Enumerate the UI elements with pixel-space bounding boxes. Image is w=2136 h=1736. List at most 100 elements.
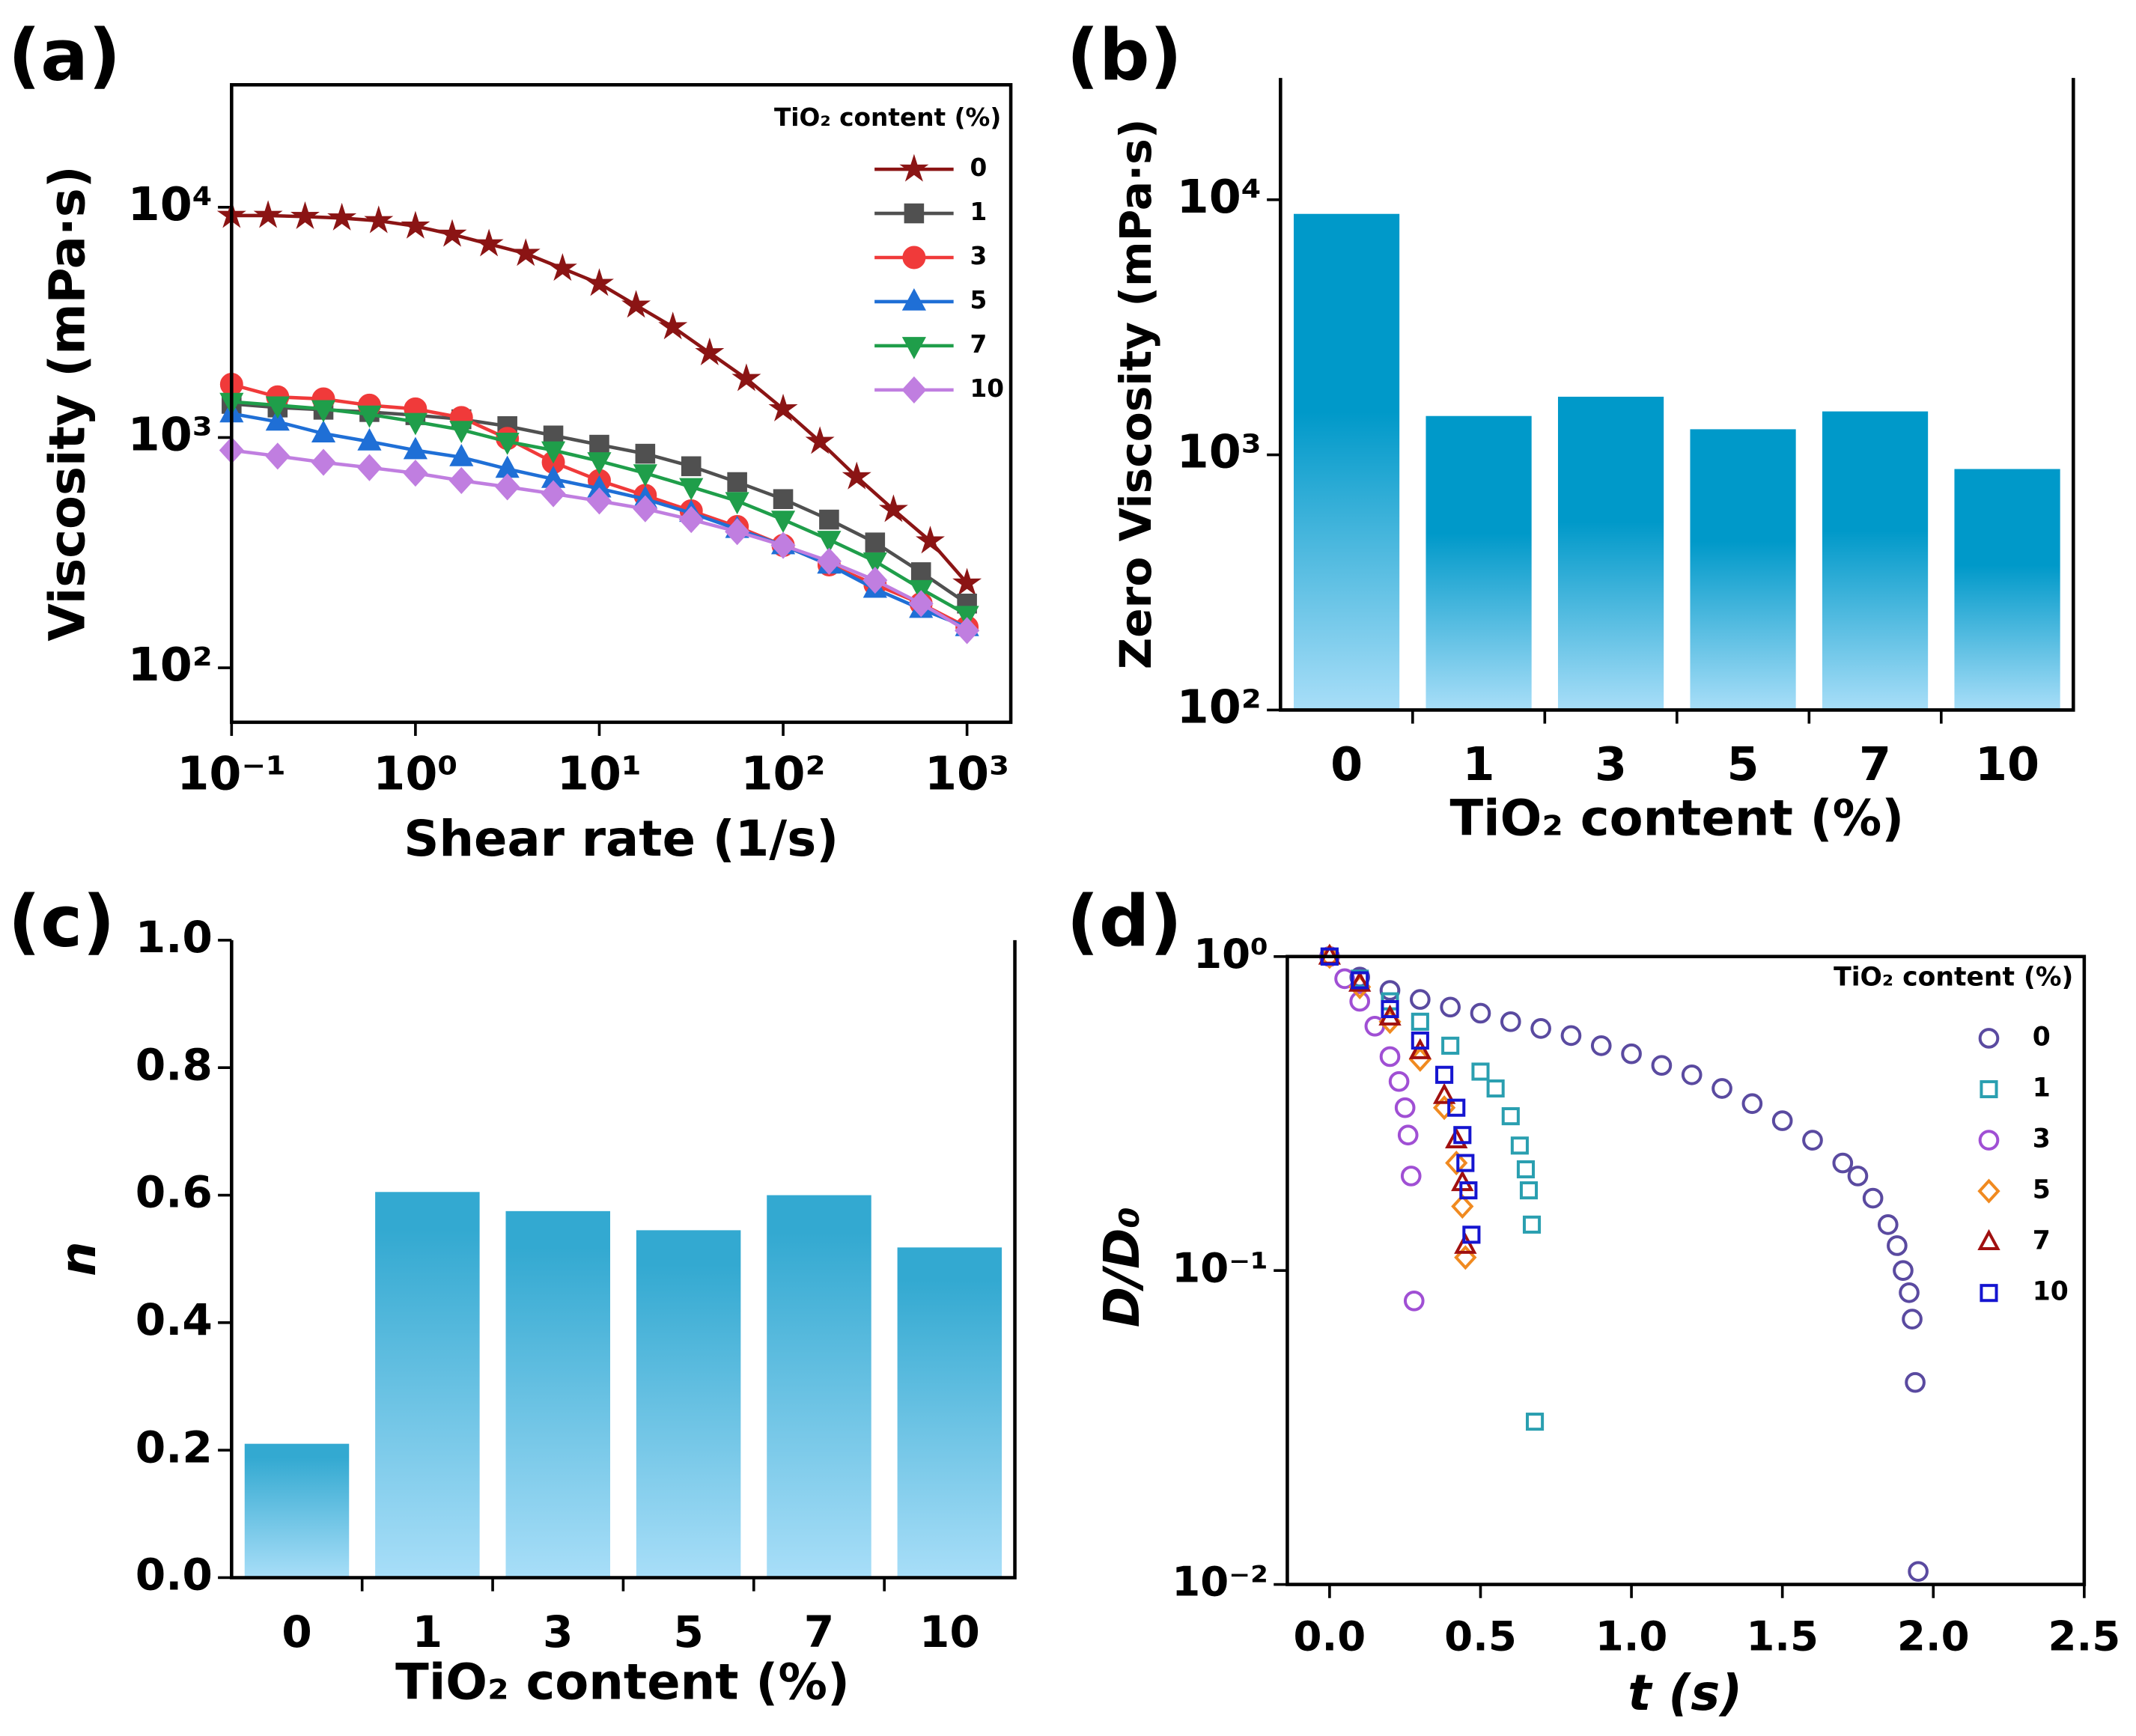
marker xyxy=(816,547,842,575)
marker xyxy=(511,238,541,267)
x-tick-label: 1.0 xyxy=(1595,1612,1668,1660)
marker xyxy=(311,448,336,476)
marker xyxy=(357,427,382,451)
y-tick-label: 10⁴ xyxy=(128,177,213,231)
marker xyxy=(842,461,871,490)
y-tick-label: 1.0 xyxy=(136,912,213,963)
marker xyxy=(356,454,382,481)
y-tick-label: 10² xyxy=(128,638,213,692)
x-tick-label: 10⁻¹ xyxy=(177,747,286,801)
marker xyxy=(1381,999,1399,1019)
marker xyxy=(403,436,427,460)
marker xyxy=(327,202,357,231)
marker xyxy=(768,393,798,421)
marker xyxy=(1560,1025,1582,1047)
legend-label: 10 xyxy=(2033,1277,2069,1307)
marker xyxy=(403,459,428,487)
legend-marker xyxy=(1977,1178,2000,1204)
x-tick-label: 10⁰ xyxy=(373,747,457,801)
y-tick-label: 10⁴ xyxy=(1177,170,1262,224)
legend-title: TiO₂ content (%) xyxy=(1834,962,2073,992)
marker xyxy=(311,400,336,423)
y-tick-label: 10⁰ xyxy=(1193,930,1268,978)
x-tick-label: 10¹ xyxy=(557,747,642,801)
x-tick-label: 0.0 xyxy=(1294,1612,1366,1660)
bar xyxy=(505,1210,610,1578)
bar xyxy=(897,1247,1002,1578)
marker xyxy=(449,443,474,466)
marker xyxy=(1832,1152,1854,1174)
x-tick-label: 3 xyxy=(543,1606,573,1657)
marker xyxy=(862,552,887,575)
marker xyxy=(1877,1214,1899,1235)
x-axis-label: TiO₂ content (%) xyxy=(395,1654,850,1711)
marker xyxy=(265,408,290,431)
marker xyxy=(633,495,658,523)
legend-marker xyxy=(899,153,929,182)
x-tick-label: 7 xyxy=(804,1606,835,1657)
axes-frame xyxy=(230,939,1017,1580)
marker xyxy=(253,200,283,228)
marker xyxy=(1899,1282,1920,1303)
legend-label: 5 xyxy=(970,286,987,314)
y-tick-label: 10⁻¹ xyxy=(1172,1243,1268,1291)
x-tick-label: 0 xyxy=(1330,737,1363,791)
marker xyxy=(1440,996,1461,1018)
legend-label: 10 xyxy=(970,374,1004,403)
legend-label: 7 xyxy=(970,330,987,359)
marker xyxy=(1379,1046,1401,1068)
marker xyxy=(1711,1078,1732,1099)
bar xyxy=(1293,213,1400,710)
legend-marker xyxy=(1980,1079,1998,1099)
y-tick-label: 0.4 xyxy=(136,1294,213,1345)
bar xyxy=(1822,411,1929,710)
marker xyxy=(364,205,394,234)
legend-label: 3 xyxy=(2033,1124,2051,1154)
marker xyxy=(587,452,612,475)
panel-label: (a) xyxy=(8,14,121,97)
marker xyxy=(1445,1127,1468,1148)
marker xyxy=(311,420,336,442)
marker xyxy=(1862,1187,1884,1209)
legend-marker xyxy=(904,203,925,224)
x-tick-label: 1 xyxy=(1463,737,1495,791)
panel-label: (c) xyxy=(8,881,115,963)
marker xyxy=(695,337,725,365)
marker xyxy=(819,509,839,530)
panel-label: (d) xyxy=(1067,881,1182,963)
marker xyxy=(1451,1193,1474,1219)
marker xyxy=(727,472,747,493)
marker xyxy=(1741,1093,1763,1115)
marker xyxy=(633,464,657,487)
legend-marker xyxy=(901,376,927,403)
x-tick-label: 1.5 xyxy=(1746,1612,1819,1660)
marker xyxy=(1500,1011,1521,1032)
marker xyxy=(1459,1181,1478,1200)
marker xyxy=(1454,1232,1477,1254)
marker xyxy=(1621,1043,1642,1065)
bar xyxy=(767,1195,871,1578)
bar xyxy=(636,1230,741,1578)
marker xyxy=(1802,1130,1823,1151)
marker xyxy=(541,441,566,464)
marker xyxy=(541,480,566,508)
marker xyxy=(1681,1064,1703,1085)
marker xyxy=(1516,1160,1536,1179)
y-tick-label: 0.6 xyxy=(136,1167,213,1218)
marker xyxy=(679,478,704,501)
marker xyxy=(770,511,796,534)
marker xyxy=(1445,1150,1468,1176)
bar xyxy=(1954,469,2060,710)
axes-frame xyxy=(1285,954,2087,1586)
marker xyxy=(1348,970,1372,992)
marker xyxy=(817,531,842,553)
axes-frame xyxy=(230,83,1013,725)
marker xyxy=(681,456,702,477)
marker xyxy=(805,426,835,454)
marker xyxy=(1388,1070,1410,1092)
y-tick-label: 10³ xyxy=(128,408,213,462)
marker xyxy=(401,210,430,239)
marker xyxy=(1435,1065,1454,1084)
bar xyxy=(244,1443,350,1578)
